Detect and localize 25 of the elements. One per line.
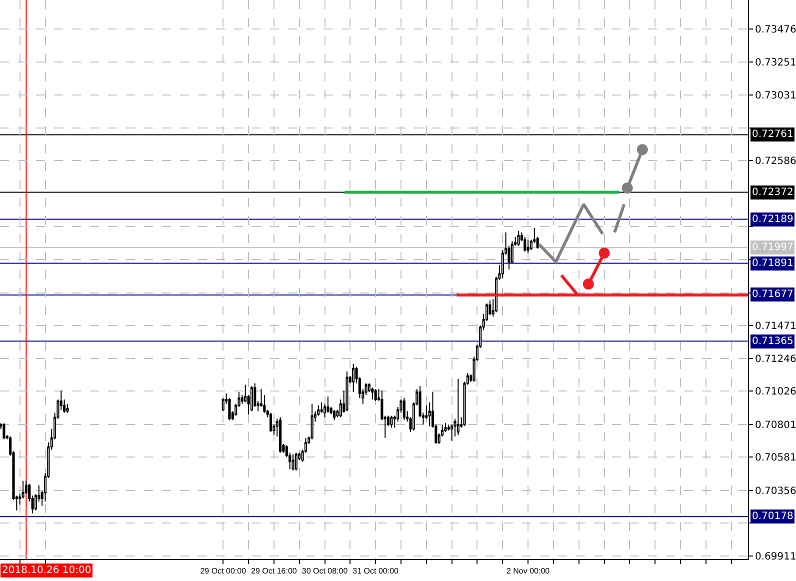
- ref-line-label: 2018.10.26 10:00: [2, 565, 92, 576]
- y-tick-label: 0.70801: [755, 420, 796, 431]
- ref-line-label: 0.72761: [752, 129, 794, 140]
- y-tick-label: 0.73031: [755, 90, 796, 102]
- x-tick-label: 29 Oct 00:00: [200, 566, 247, 576]
- ref-line-label: 0.71677: [752, 289, 794, 300]
- x-tick-label: 2 Nov 00:00: [506, 566, 550, 576]
- y-tick-label: 0.73476: [755, 24, 796, 36]
- ref-line-label: 0.71365: [752, 336, 794, 347]
- ref-line-label: 0.71997: [752, 242, 794, 253]
- x-tick-label: 29 Oct 16:00: [251, 566, 298, 576]
- y-tick-label: 0.70356: [755, 486, 796, 497]
- y-tick-label: 0.71246: [755, 354, 796, 366]
- y-tick-label: 0.73251: [755, 58, 796, 69]
- x-tick-label: 30 Oct 08:00: [302, 566, 348, 576]
- y-tick-label: 0.72586: [755, 156, 796, 168]
- ref-line-label: 0.70178: [752, 511, 794, 522]
- ref-line-label: 0.71891: [752, 258, 794, 269]
- y-tick-label: 0.70581: [755, 452, 796, 464]
- ref-line-label: 0.72372: [752, 187, 794, 198]
- y-tick-label: 0.71471: [755, 320, 796, 332]
- x-tick-label: 31 Oct 00:00: [352, 566, 400, 576]
- y-tick-label: 0.71026: [755, 386, 796, 398]
- y-tick-label: 0.69911: [755, 552, 796, 563]
- ref-line-label: 0.72189: [752, 214, 794, 225]
